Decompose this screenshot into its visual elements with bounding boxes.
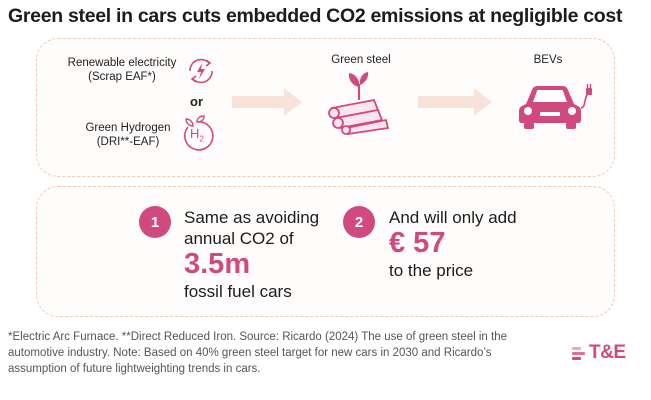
source-hydrogen-line2: (DRI**-EAF) (96, 136, 160, 148)
green-hydrogen-icon: H2 (178, 113, 216, 151)
flow-panel (36, 38, 615, 177)
source-renewable-label: Renewable electricity (Scrap EAF*) (58, 56, 186, 84)
stat-1-line2: annual CO2 of (184, 229, 294, 248)
source-hydrogen-line1: Green Hydrogen (85, 122, 171, 134)
stat-2-line1: And will only add (389, 208, 517, 227)
source-renewable-line1: Renewable electricity (67, 57, 177, 69)
stage-green-steel-label: Green steel (331, 54, 391, 66)
stats-panel (36, 186, 615, 317)
te-logo: T&E (572, 342, 626, 364)
stat-2-number-badge: 2 (343, 206, 375, 238)
source-hydrogen-label: Green Hydrogen (DRI**-EAF) (72, 121, 184, 149)
renewable-electricity-icon (189, 58, 213, 84)
te-logo-text: T&E (589, 342, 626, 363)
arrow-to-bevs (418, 88, 492, 116)
or-label: or (190, 94, 203, 109)
te-logo-mark (572, 345, 586, 362)
h2-subscript: 2 (199, 134, 204, 144)
stat-1-number-badge: 1 (139, 206, 171, 238)
arrow-to-green-steel (232, 88, 302, 116)
stat-1-line1: Same as avoiding (184, 208, 320, 227)
stat-1-line3: fossil fuel cars (184, 282, 292, 301)
stat-2-line2: to the price (389, 261, 474, 280)
page-title: Green steel in cars cuts embedded CO2 em… (8, 5, 623, 27)
green-steel-icon (328, 72, 390, 136)
stat-2-value: € 57 (389, 227, 446, 259)
source-renewable-line2: (Scrap EAF*) (88, 71, 156, 83)
stat-1-value: 3.5m (184, 248, 251, 280)
stage-bevs-label: BEVs (533, 54, 563, 66)
h2-symbol: H (190, 126, 200, 141)
footnote: *Electric Arc Furnace. **Direct Reduced … (8, 331, 508, 375)
electric-car-icon (519, 84, 592, 129)
